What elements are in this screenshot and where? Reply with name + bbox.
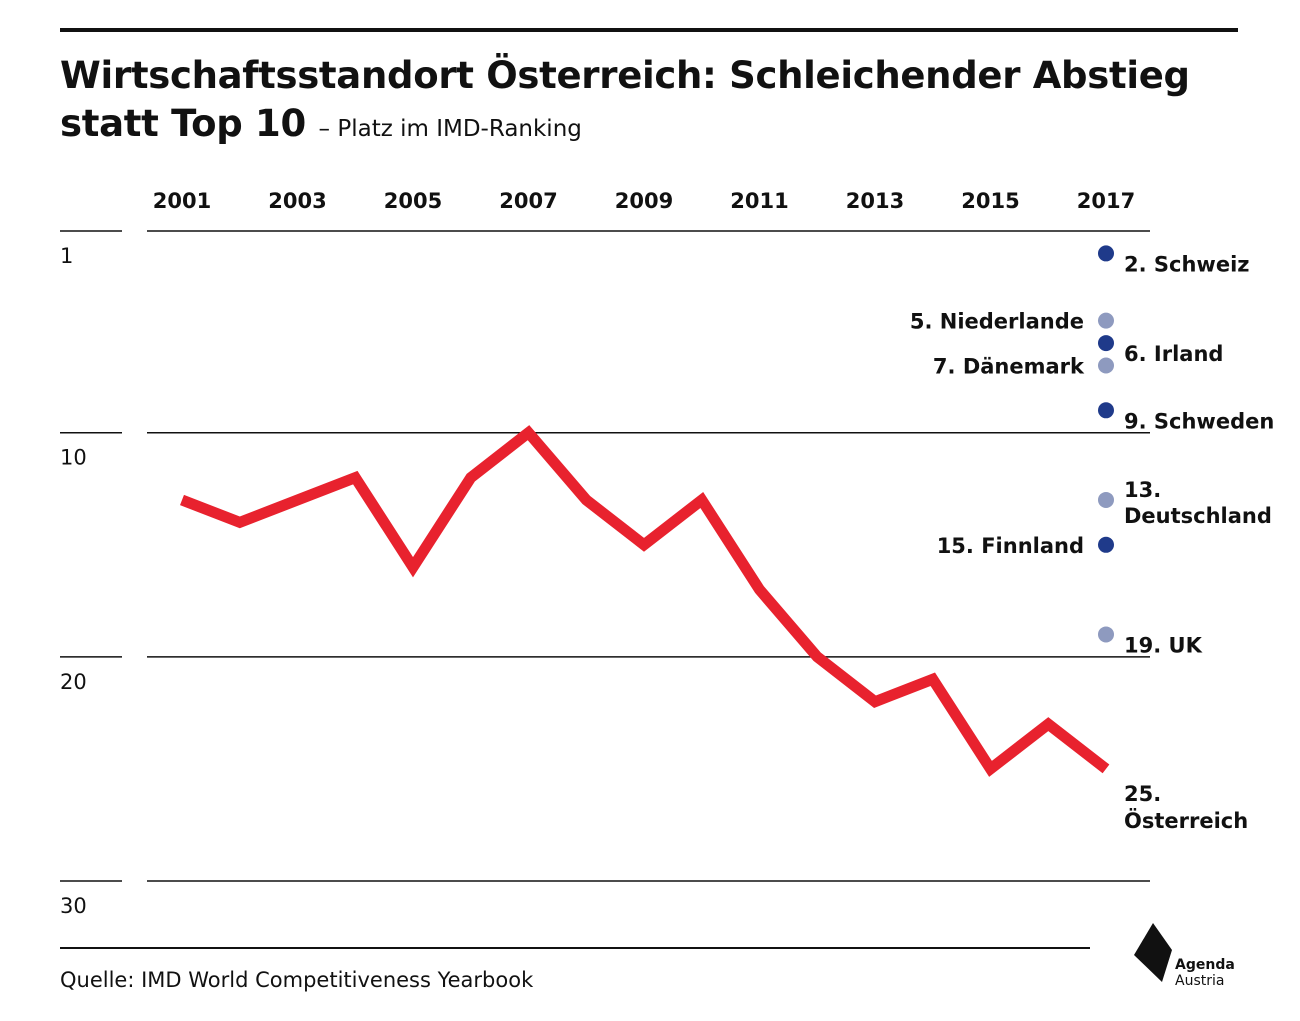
title-text: Wirtschaftsstandort Österreich: Schleich… <box>60 54 1190 145</box>
logo-mark <box>1134 923 1172 982</box>
point-label: 15. Finnland <box>937 534 1084 558</box>
source-note: Quelle: IMD World Competitiveness Yearbo… <box>60 968 534 992</box>
x-tick-label: 2009 <box>615 189 673 213</box>
bottom-rule <box>60 947 1090 949</box>
point-2017 <box>1098 312 1114 329</box>
point-label: 19. UK <box>1124 633 1203 657</box>
point-2017 <box>1098 402 1114 419</box>
y-tick-label: 10 <box>60 446 87 470</box>
point-2017 <box>1098 245 1114 262</box>
y-tick-label: 1 <box>60 244 73 268</box>
point-label: 7. Dänemark <box>933 354 1085 378</box>
agenda-austria-logo <box>1134 923 1172 982</box>
end-label: 25. <box>1124 782 1161 806</box>
point-2017 <box>1098 357 1114 374</box>
chart-subtitle: – Platz im IMD-Ranking <box>318 116 582 142</box>
x-tick-label: 2017 <box>1077 189 1135 213</box>
y-tick-label: 30 <box>60 894 87 918</box>
point-label: 13. <box>1124 478 1161 502</box>
series-line-austria <box>180 425 1110 777</box>
x-tick-label: 2015 <box>961 189 1019 213</box>
point-label: 9. Schweden <box>1124 409 1274 433</box>
top-rule <box>60 28 1238 32</box>
x-tick-label: 2011 <box>730 189 788 213</box>
point-label: 5. Niederlande <box>910 310 1084 334</box>
logo-text-line2: Austria <box>1175 973 1225 989</box>
x-tick-label: 2003 <box>268 189 326 213</box>
point-2017 <box>1098 536 1114 553</box>
point-2017 <box>1098 626 1114 643</box>
point-2017 <box>1098 491 1114 508</box>
point-label: Deutschland <box>1124 504 1272 528</box>
point-label: 6. Irland <box>1124 342 1223 366</box>
point-2017 <box>1098 335 1114 352</box>
end-label: Österreich <box>1124 808 1248 833</box>
point-label: 2. Schweiz <box>1124 252 1250 276</box>
chart-title: Wirtschaftsstandort Österreich: Schleich… <box>60 52 1240 153</box>
x-tick-label: 2013 <box>846 189 904 213</box>
y-tick-label: 20 <box>60 670 87 694</box>
logo-text-line1: Agenda <box>1175 957 1235 973</box>
x-tick-label: 2001 <box>153 189 211 213</box>
x-tick-label: 2007 <box>499 189 557 213</box>
x-tick-label: 2005 <box>384 189 442 213</box>
